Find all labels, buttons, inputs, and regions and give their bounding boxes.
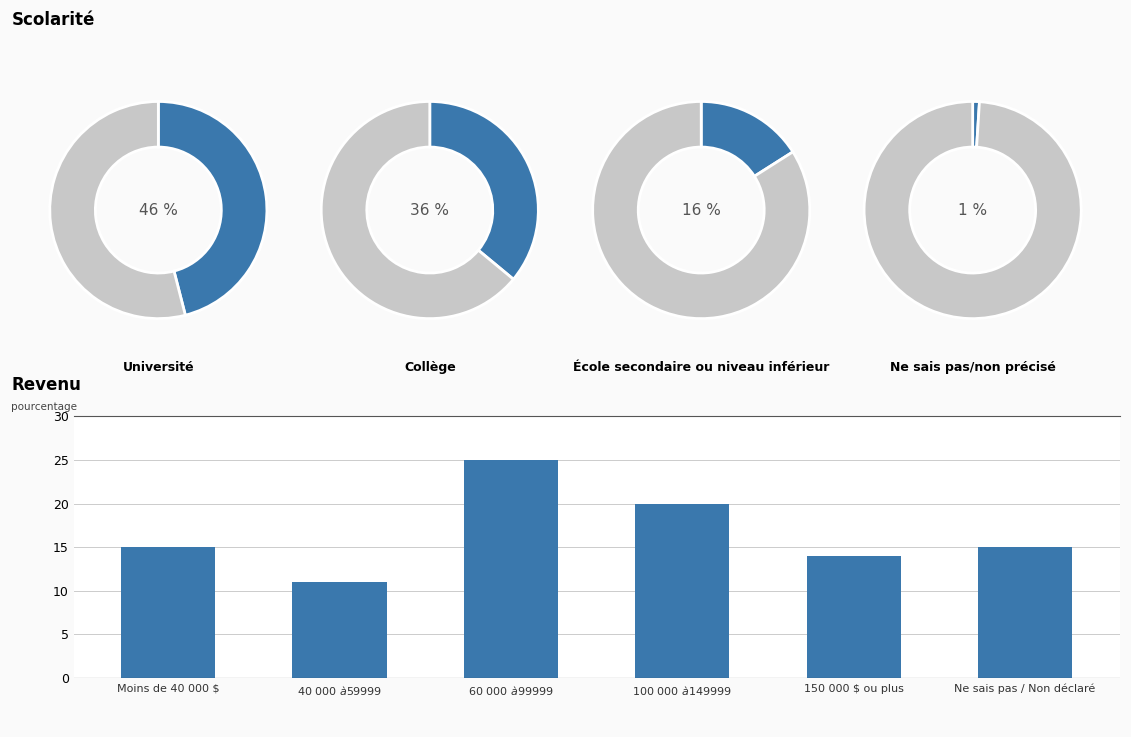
Bar: [636, 503, 729, 678]
Text: pourcentage: pourcentage: [11, 402, 77, 412]
Bar: [293, 582, 387, 678]
Bar: [464, 460, 558, 678]
Text: 46 %: 46 %: [139, 203, 178, 217]
Wedge shape: [864, 102, 1081, 318]
Wedge shape: [50, 102, 185, 318]
Wedge shape: [701, 102, 793, 176]
Bar: [978, 547, 1072, 678]
Text: Université: Université: [122, 361, 195, 374]
Wedge shape: [593, 102, 810, 318]
Wedge shape: [973, 102, 979, 147]
Text: 1 %: 1 %: [958, 203, 987, 217]
Wedge shape: [158, 102, 267, 315]
Text: École secondaire ou niveau inférieur: École secondaire ou niveau inférieur: [573, 361, 829, 374]
Bar: [806, 556, 900, 678]
Wedge shape: [321, 102, 513, 318]
Text: Scolarité: Scolarité: [11, 11, 95, 29]
Wedge shape: [430, 102, 538, 279]
Text: Collège: Collège: [404, 361, 456, 374]
Text: Ne sais pas/non précisé: Ne sais pas/non précisé: [890, 361, 1055, 374]
Text: 36 %: 36 %: [411, 203, 449, 217]
Text: 16 %: 16 %: [682, 203, 720, 217]
Bar: [121, 547, 215, 678]
Text: Revenu: Revenu: [11, 377, 81, 394]
